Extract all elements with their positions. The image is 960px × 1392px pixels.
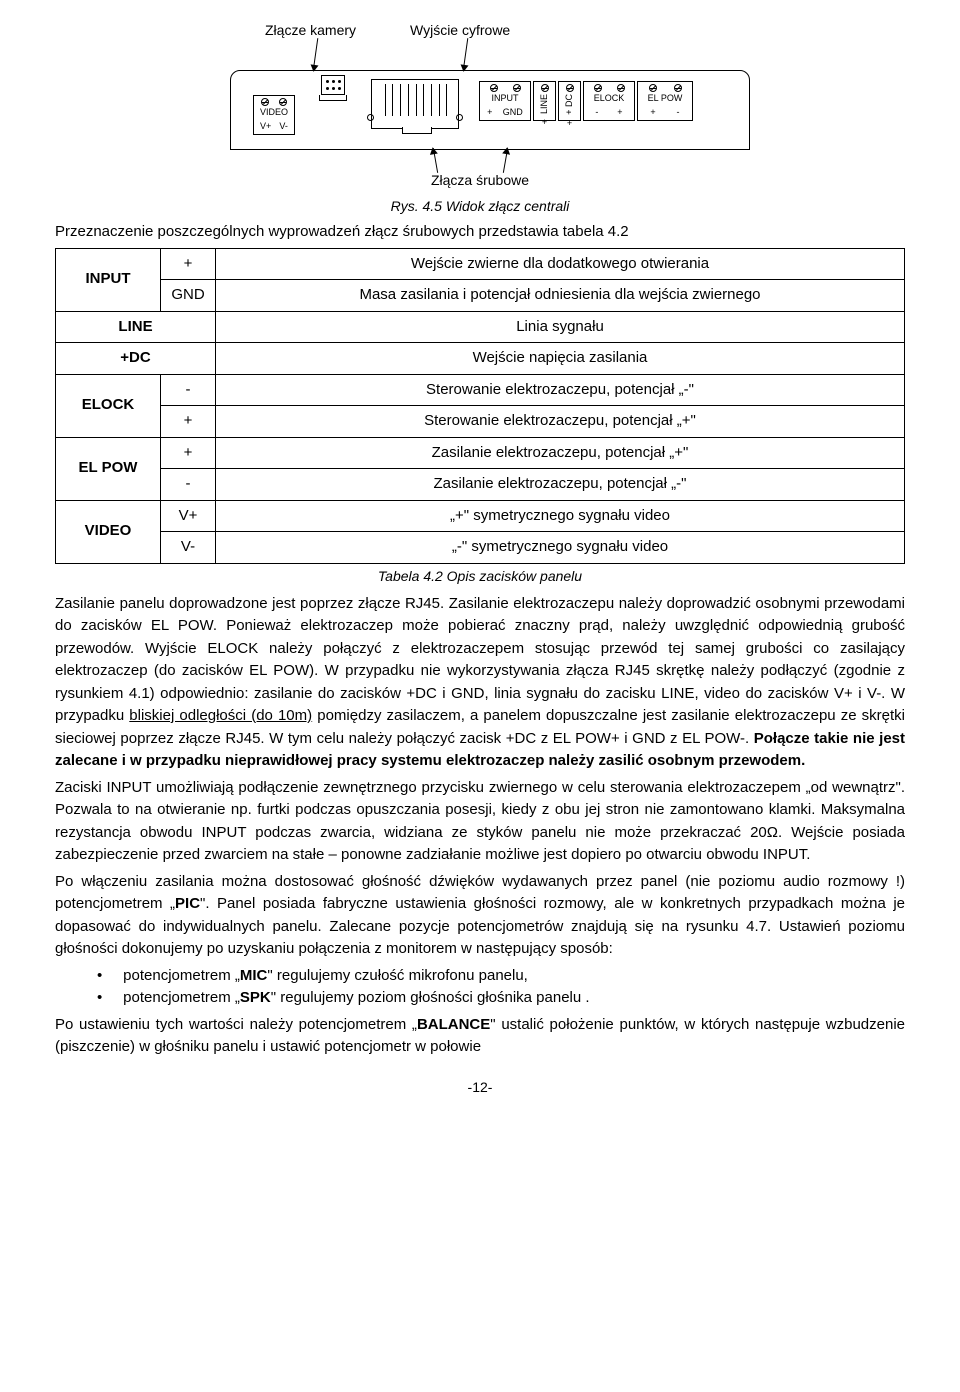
table-hdr: +DC (56, 343, 216, 375)
table-sub: - (161, 469, 216, 501)
dc-p: + (567, 117, 572, 131)
table-desc: Masa zasilania i potencjał odniesienia d… (216, 280, 905, 312)
para1-a: Zasilanie panelu doprowadzone jest poprz… (55, 595, 905, 725)
bullet2-c: " regulujemy poziom głośności głośnika p… (271, 989, 590, 1006)
table-row: +Sterowanie elektrozaczepu, potencjał „+… (56, 406, 905, 438)
elock-p2: + (617, 106, 622, 120)
elpow-title: EL POW (638, 92, 692, 106)
table-desc: „-" symetrycznego sygnału video (216, 532, 905, 564)
table-row: +DCWejście napięcia zasilania (56, 343, 905, 375)
dc-label: + DC (563, 94, 577, 115)
table-caption: Tabela 4.2 Opis zacisków panelu (55, 566, 905, 587)
video-p2: V- (279, 120, 288, 134)
table-sub: + (161, 406, 216, 438)
line-block: LINE + (533, 81, 556, 121)
bullet2-b: SPK (240, 989, 271, 1006)
table-desc: Linia sygnału (216, 311, 905, 343)
arrow-digital (463, 38, 469, 71)
rj45-connector-icon (371, 79, 459, 129)
arrow-camera (313, 38, 319, 71)
figure-caption: Rys. 4.5 Widok złącz centrali (55, 196, 905, 217)
table-desc: Zasilanie elektrozaczepu, potencjał „-" (216, 469, 905, 501)
para1-underline: bliskiej odległości (do 10m) (129, 707, 312, 724)
dc-block: + DC + (558, 81, 581, 121)
connector-diagram: Złącze kamery Wyjście cyfrowe VIDEO V+ V… (160, 20, 800, 190)
page-number: -12- (55, 1077, 905, 1098)
table-row: LINELinia sygnału (56, 311, 905, 343)
callout-digital: Wyjście cyfrowe (410, 20, 510, 41)
table-sub: V+ (161, 500, 216, 532)
line-p: + (542, 116, 547, 130)
table-row: INPUT+Wejście zwierne dla dodatkowego ot… (56, 248, 905, 280)
table-row: -Zasilanie elektrozaczepu, potencjał „-" (56, 469, 905, 501)
callout-screws: Złącza śrubowe (160, 170, 800, 191)
para3-pic: PIC (175, 895, 200, 912)
bullet1-b: MIC (240, 967, 268, 984)
terminal-table: INPUT+Wejście zwierne dla dodatkowego ot… (55, 248, 905, 564)
elock-title: ELOCK (584, 92, 634, 106)
camera-connector-icon (321, 75, 345, 95)
video-title: VIDEO (254, 106, 294, 120)
input-p2: GND (503, 106, 523, 120)
input-p1: + (487, 106, 492, 120)
paragraph-2: Zaciski INPUT umożliwiają podłączenie ze… (55, 777, 905, 867)
paragraph-4: Po ustawieniu tych wartości należy poten… (55, 1014, 905, 1059)
para4-bal: BALANCE (417, 1016, 490, 1033)
paragraph-3: Po włączeniu zasilania można dostosować … (55, 871, 905, 961)
para4-a: Po ustawieniu tych wartości należy poten… (55, 1016, 417, 1033)
bullet-2: potencjometrem „SPK" regulujemy poziom g… (97, 987, 905, 1010)
line-label: LINE (538, 94, 552, 114)
table-row: VIDEOV+„+" symetrycznego sygnału video (56, 500, 905, 532)
bullet2-a: potencjometrem „ (123, 989, 240, 1006)
camera-connector-base (319, 95, 347, 101)
elpow-p2: - (677, 106, 680, 120)
rj45-screw-right (456, 114, 463, 121)
table-hdr: EL POW (56, 437, 161, 500)
table-row: ELOCK-Sterowanie elektrozaczepu, potencj… (56, 374, 905, 406)
input-block: INPUT + GND (479, 81, 531, 121)
table-row: V-„-" symetrycznego sygnału video (56, 532, 905, 564)
callout-camera: Złącze kamery (265, 20, 356, 41)
elpow-p1: + (650, 106, 655, 120)
table-hdr: INPUT (56, 248, 161, 311)
input-title: INPUT (480, 92, 530, 106)
rj45-screw-left (367, 114, 374, 121)
table-desc: Sterowanie elektrozaczepu, potencjał „+" (216, 406, 905, 438)
elock-p1: - (595, 106, 598, 120)
table-hdr: ELOCK (56, 374, 161, 437)
table-desc: „+" symetrycznego sygnału video (216, 500, 905, 532)
video-p1: V+ (260, 120, 271, 134)
panel-outline: VIDEO V+ V- INPUT + GND (230, 70, 750, 150)
bullet1-c: " regulujemy czułość mikrofonu panelu, (267, 967, 527, 984)
table-sub: GND (161, 280, 216, 312)
paragraph-1: Zasilanie panelu doprowadzone jest poprz… (55, 593, 905, 773)
table-sub: - (161, 374, 216, 406)
elpow-block: EL POW + - (637, 81, 693, 121)
bullet-list: potencjometrem „MIC" regulujemy czułość … (55, 965, 905, 1010)
bullet-1: potencjometrem „MIC" regulujemy czułość … (97, 965, 905, 988)
table-desc: Zasilanie elektrozaczepu, potencjał „+" (216, 437, 905, 469)
table-row: EL POW+Zasilanie elektrozaczepu, potencj… (56, 437, 905, 469)
table-sub: + (161, 248, 216, 280)
table-hdr: VIDEO (56, 500, 161, 563)
table-desc: Wejście zwierne dla dodatkowego otwieran… (216, 248, 905, 280)
table-row: GNDMasa zasilania i potencjał odniesieni… (56, 280, 905, 312)
table-sub: V- (161, 532, 216, 564)
bullet1-a: potencjometrem „ (123, 967, 240, 984)
table-hdr: LINE (56, 311, 216, 343)
table-desc: Wejście napięcia zasilania (216, 343, 905, 375)
intro-line: Przeznaczenie poszczególnych wyprowadzeń… (55, 221, 905, 244)
table-desc: Sterowanie elektrozaczepu, potencjał „-" (216, 374, 905, 406)
elock-block: ELOCK - + (583, 81, 635, 121)
video-block: VIDEO V+ V- (253, 95, 295, 135)
table-sub: + (161, 437, 216, 469)
